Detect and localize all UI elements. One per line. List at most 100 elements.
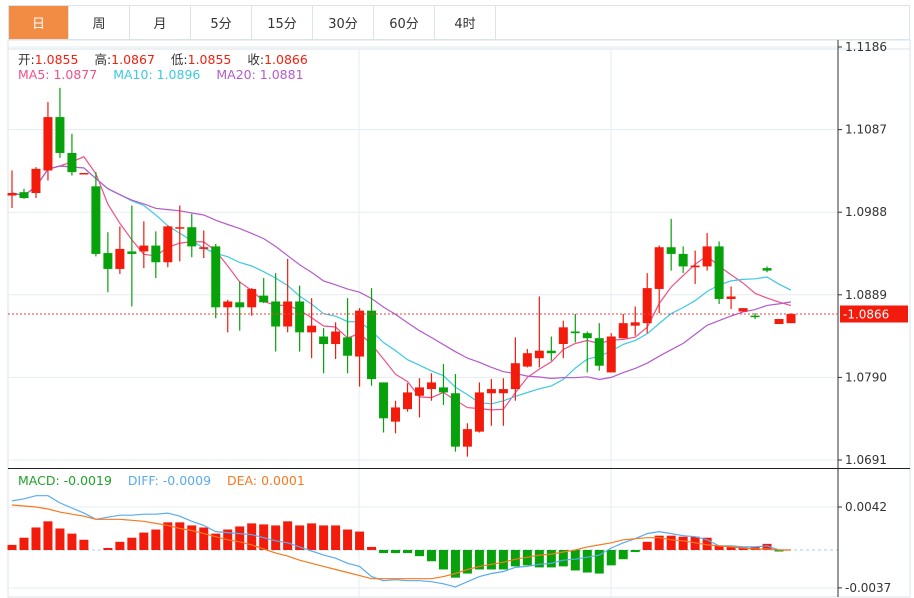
tab-60min[interactable]: 60分 (374, 6, 435, 39)
y-tick-label: 1.0988 (845, 205, 887, 219)
candle-body (175, 227, 185, 229)
candle-body (486, 389, 496, 394)
macd-bar (19, 537, 29, 550)
macd-bar (678, 536, 688, 550)
ma20-line (11, 165, 792, 381)
candle (654, 245, 664, 314)
macd-bar (379, 550, 389, 554)
macd-bar (426, 550, 436, 562)
tab-week[interactable]: 周 (69, 6, 130, 39)
macd-bar (654, 535, 664, 550)
ma10-value: MA10: 1.0896 (113, 67, 201, 82)
macd-bar (127, 537, 137, 550)
macd-bar (115, 541, 125, 550)
macd-bar (403, 550, 413, 554)
y-tick-label: 1.0790 (845, 370, 887, 384)
candle-body (127, 251, 137, 254)
candle-body (582, 333, 592, 339)
candle (55, 87, 65, 158)
macd-tick-label: 0.0042 (845, 500, 887, 514)
candle (762, 266, 772, 273)
candle (642, 273, 652, 334)
candle-body (187, 227, 197, 247)
candle-body (379, 382, 389, 419)
current-price-label: -1.0866 (843, 307, 889, 321)
candle (738, 308, 748, 312)
low-value: 1.0855 (187, 52, 232, 67)
macd-bar (462, 550, 472, 574)
candle-body (534, 350, 544, 359)
y-tick-label: 1.1186 (845, 40, 887, 54)
candle-body (283, 301, 293, 327)
tab-day[interactable]: 日 (9, 6, 69, 39)
candle-body (67, 152, 77, 173)
candle-body (702, 246, 712, 267)
macd-bar (594, 550, 604, 574)
macd-bar (319, 525, 329, 550)
tab-5min[interactable]: 5分 (191, 6, 252, 39)
candle (319, 328, 329, 374)
candle (187, 213, 197, 258)
candle (211, 243, 221, 319)
current-price-badge (840, 305, 908, 323)
tab-month[interactable]: 月 (130, 6, 191, 39)
candle (367, 288, 377, 386)
candle (546, 336, 556, 361)
macd-bar (271, 525, 281, 550)
macd-bar (642, 541, 652, 550)
candle-body (403, 392, 413, 410)
macd-bar (391, 550, 401, 554)
candle (438, 364, 448, 405)
candle (31, 167, 41, 199)
candle-body (43, 117, 53, 171)
candle-body (414, 387, 424, 396)
candle (343, 298, 353, 374)
candle-body (319, 336, 329, 345)
candle (391, 400, 401, 434)
candle-body (235, 302, 245, 308)
candle-body (247, 288, 257, 308)
candle-body (151, 245, 161, 263)
candle-body (690, 265, 700, 268)
chart-frame (7, 39, 911, 598)
candle-body (79, 172, 89, 175)
candle (283, 258, 293, 333)
candle (295, 285, 305, 352)
macd-bar (31, 527, 41, 550)
macd-bar (414, 550, 424, 557)
candle (355, 308, 365, 387)
tab-15min[interactable]: 15分 (252, 6, 313, 39)
candle-body (355, 310, 365, 357)
candle (19, 188, 29, 199)
macd-bar (630, 550, 640, 553)
candle (702, 233, 712, 271)
candle (414, 378, 424, 418)
candle (235, 281, 245, 331)
high-label: 高: (94, 52, 112, 67)
candle (115, 226, 125, 274)
y-tick-label: 1.0889 (845, 288, 887, 302)
tab-4hour[interactable]: 4时 (435, 6, 496, 39)
close-label: 收: (247, 52, 265, 67)
candle-body (331, 331, 341, 345)
macd-bar (151, 529, 161, 550)
candle-body (271, 301, 281, 327)
candle (558, 320, 568, 359)
candle-body (630, 322, 640, 326)
candle-body (522, 353, 532, 367)
tab-30min[interactable]: 30分 (313, 6, 374, 39)
candle (510, 337, 520, 401)
macd-bar (714, 545, 724, 550)
y-tick-label: 1.0691 (845, 453, 887, 467)
candle-body (31, 168, 41, 194)
macd-bar (702, 537, 712, 550)
low-label: 低: (170, 52, 188, 67)
candle (498, 378, 508, 426)
macd-bar (474, 550, 484, 570)
candle (271, 273, 281, 352)
candle-body (570, 331, 580, 334)
candle-body (594, 338, 604, 366)
macd-tick-label: -0.0037 (845, 581, 891, 595)
candle (534, 296, 544, 368)
